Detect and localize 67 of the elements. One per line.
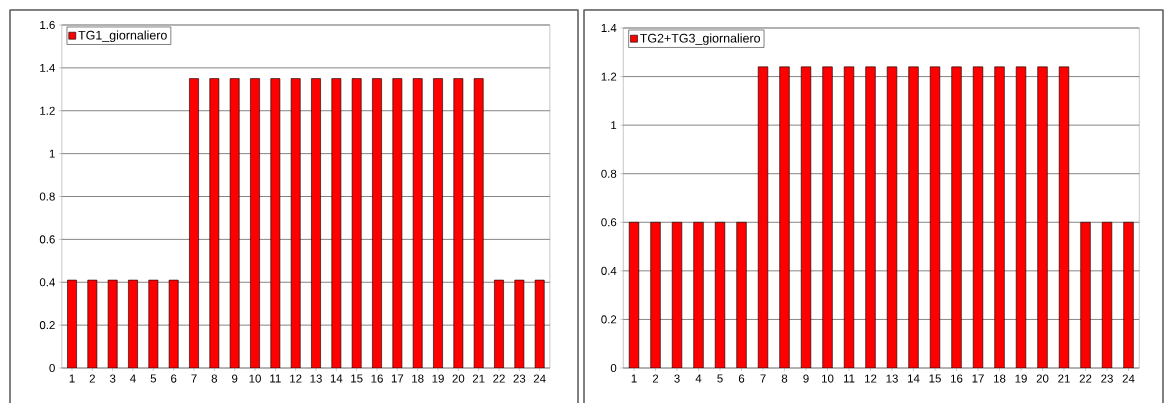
x-tick-label: 16 — [951, 374, 963, 383]
y-tick-label: 1 — [49, 149, 55, 158]
x-tick-label: 12 — [865, 374, 877, 383]
x-tick-label: 20 — [1036, 374, 1049, 383]
x-tick-label: 10 — [249, 374, 261, 383]
x-tick-label: 22 — [1079, 374, 1092, 383]
x-tick-label: 20 — [452, 374, 465, 383]
x-tick-label: 1 — [631, 374, 637, 383]
y-tick-label: 0 — [610, 363, 617, 373]
y-tick-label: 1.4 — [601, 24, 617, 32]
y-tick-label: 0.6 — [39, 235, 55, 244]
x-tick-label: 9 — [803, 374, 809, 383]
x-tick-label: 24 — [1122, 374, 1135, 383]
x-tick-label: 14 — [908, 374, 920, 383]
x-tick-label: 17 — [972, 374, 984, 383]
x-tick-label: 18 — [412, 374, 424, 383]
x-tick-label: 4 — [130, 374, 136, 383]
x-tick-label: 15 — [351, 374, 363, 383]
x-tick-label: 19 — [432, 374, 444, 383]
x-tick-label: 6 — [738, 374, 745, 383]
y-tick-label: 0.8 — [601, 169, 617, 178]
x-tick-label: 7 — [760, 374, 766, 383]
x-tick-label: 17 — [391, 374, 404, 383]
y-tick-label: 0.8 — [39, 192, 55, 201]
x-tick-label: 11 — [270, 374, 281, 383]
x-tick-label: 11 — [843, 374, 855, 383]
x-tick-label: 12 — [290, 374, 302, 383]
x-tick-label: 2 — [652, 374, 659, 383]
x-tick-label: 4 — [695, 374, 702, 383]
y-tick-label: 1.6 — [40, 20, 55, 30]
x-tick-label: 8 — [211, 374, 218, 383]
x-tick-label: 9 — [232, 374, 238, 383]
legend-label: TG2+TG3_giornaliero — [640, 33, 761, 46]
x-tick-label: 8 — [781, 374, 788, 383]
x-tick-label: 6 — [171, 374, 177, 383]
y-tick-label: 1.4 — [40, 63, 55, 72]
x-tick-label: 21 — [1058, 374, 1070, 383]
y-tick-label: 0 — [49, 363, 55, 373]
x-tick-label: 23 — [513, 374, 526, 383]
x-tick-label: 1 — [69, 374, 75, 383]
y-tick-label: 0.4 — [601, 266, 617, 275]
x-tick-label: 5 — [717, 374, 723, 383]
x-tick-label: 7 — [191, 374, 197, 383]
x-tick-label: 16 — [371, 374, 383, 383]
x-tick-label: 14 — [330, 374, 343, 383]
y-tick-label: 0.4 — [39, 278, 55, 287]
y-tick-label: 0.2 — [601, 315, 617, 324]
y-tick-label: 1.2 — [601, 72, 617, 81]
legend-label: TG1_giornaliero — [78, 30, 167, 43]
x-tick-label: 21 — [472, 374, 485, 383]
x-tick-label: 22 — [493, 374, 505, 383]
y-tick-label: 1 — [611, 121, 617, 130]
x-tick-label: 13 — [310, 374, 322, 383]
x-tick-label: 19 — [1015, 374, 1027, 383]
y-tick-label: 0.6 — [601, 218, 617, 227]
x-tick-label: 15 — [929, 374, 941, 383]
y-tick-label: 0.2 — [39, 321, 55, 330]
x-tick-label: 13 — [886, 374, 898, 383]
x-tick-label: 2 — [89, 374, 95, 383]
y-tick-label: 1.2 — [40, 106, 55, 115]
x-tick-label: 23 — [1101, 374, 1113, 383]
x-tick-label: 3 — [674, 374, 680, 383]
x-tick-label: 10 — [822, 374, 834, 383]
x-tick-label: 24 — [533, 374, 546, 383]
x-tick-label: 18 — [994, 374, 1006, 383]
x-tick-label: 3 — [109, 374, 116, 383]
x-tick-label: 5 — [150, 374, 157, 383]
